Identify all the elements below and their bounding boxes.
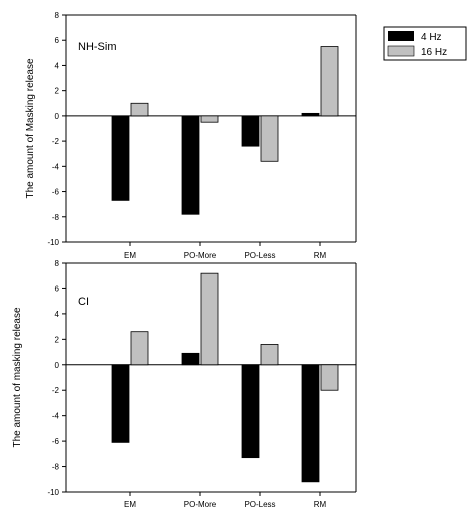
x-tick-label: RM xyxy=(314,251,327,260)
bar-4hz-rm xyxy=(301,364,320,483)
legend-label-16hz: 16 Hz xyxy=(421,47,447,58)
legend-label-4hz: 4 Hz xyxy=(421,32,442,43)
y-axis-title: The amount of masking release xyxy=(12,307,23,448)
x-tick-label: EM xyxy=(124,500,136,507)
y-tick-label: 0 xyxy=(55,112,60,121)
bar-4hz-po-more xyxy=(181,115,200,215)
y-tick-label: -4 xyxy=(52,412,60,421)
y-tick-label: 8 xyxy=(55,259,60,268)
bar-16hz-po-more xyxy=(200,115,219,123)
x-tick-label: PO-Less xyxy=(244,500,275,507)
y-tick-label: -2 xyxy=(52,137,60,146)
ci-panel: -10 -8 -6 -4 -2 0 2 4 6 8 EM PO-More PO-Less RM CI The … xyxy=(12,259,357,507)
panel-label: CI xyxy=(78,296,89,308)
bar-16hz-po-more xyxy=(200,272,219,366)
bar-16hz-rm xyxy=(320,46,339,117)
x-tick-label: RM xyxy=(314,500,327,507)
bar-4hz-rm xyxy=(301,112,320,117)
y-tick-label: 6 xyxy=(55,284,60,293)
y-tick-label: -8 xyxy=(52,213,60,222)
bar-16hz-rm xyxy=(320,364,339,391)
y-tick-label: -6 xyxy=(52,188,60,197)
bar-4hz-po-less xyxy=(241,115,260,147)
bar-4hz-po-less xyxy=(241,364,260,459)
y-tick-label: 4 xyxy=(55,61,60,70)
y-axis-title: The amount of Masking release xyxy=(25,58,36,199)
y-tick-label: -6 xyxy=(52,437,60,446)
x-tick-label: PO-More xyxy=(184,500,217,507)
x-tick-label: EM xyxy=(124,251,136,260)
bar-4hz-po-more xyxy=(181,352,200,366)
bar-4hz-em xyxy=(111,115,130,201)
legend-swatch-16hz xyxy=(387,45,415,57)
y-tick-label: -8 xyxy=(52,463,60,472)
bar-16hz-em xyxy=(130,331,149,366)
x-tick-label: PO-Less xyxy=(244,251,275,260)
y-tick-label: 2 xyxy=(55,87,60,96)
y-tick-label: -10 xyxy=(47,238,59,247)
bar-4hz-em xyxy=(111,364,130,443)
legend: 4 Hz 16 Hz xyxy=(383,26,467,61)
y-tick-label: -4 xyxy=(52,162,60,171)
y-tick-label: 2 xyxy=(55,335,60,344)
bar-16hz-po-less xyxy=(260,115,279,162)
y-tick-label: -2 xyxy=(52,386,60,395)
y-tick-label: 6 xyxy=(55,36,60,45)
y-tick-label: 0 xyxy=(55,361,60,370)
bar-16hz-po-less xyxy=(260,344,279,366)
nh-sim-panel: -10 -8 -6 -4 -2 0 2 4 6 8 EM PO-More PO-Less RM NH-Sim… xyxy=(25,11,357,260)
y-tick-label: -10 xyxy=(47,488,59,497)
y-tick-label: 4 xyxy=(55,310,60,319)
legend-swatch-4hz xyxy=(388,31,414,41)
bar-16hz-em xyxy=(130,102,149,117)
y-tick-label: 8 xyxy=(55,11,60,20)
x-tick-label: PO-More xyxy=(184,251,217,260)
panel-label: NH-Sim xyxy=(78,41,117,53)
